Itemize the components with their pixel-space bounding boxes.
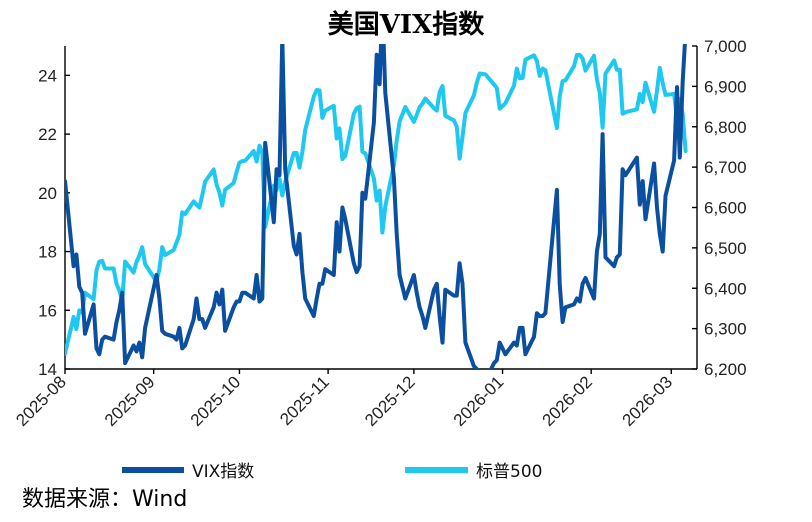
left-y-tick-label: 18 <box>38 243 57 262</box>
legend: VIX指数 标普500 <box>122 462 542 482</box>
x-tick-label: 2025-08 <box>12 372 70 430</box>
right-y-tick-label: 6,900 <box>704 77 747 96</box>
left-y-tick-label: 14 <box>38 360 57 379</box>
x-tick-label: 2025-11 <box>276 372 333 429</box>
right-y-tick-label: 6,500 <box>704 239 747 258</box>
series-layer <box>65 44 688 369</box>
right-y-tick-label: 7,000 <box>704 37 747 56</box>
x-tick-label: 2026-01 <box>450 372 508 430</box>
right-y-tick-label: 6,800 <box>704 118 747 137</box>
right-y-tick-label: 6,300 <box>704 320 747 339</box>
right-y-tick-label: 6,700 <box>704 158 747 177</box>
right-y-tick-label: 6,200 <box>704 360 747 379</box>
series-line-vix <box>65 44 687 369</box>
axes: 14 16 18 20 22 24 6,200 6,300 6,400 6,500 6,600 6,7… <box>12 37 746 430</box>
x-tick-label: 2026-02 <box>538 372 596 430</box>
source-note: 数据来源：Wind <box>22 487 187 512</box>
x-tick-label: 2025-12 <box>361 372 419 430</box>
left-y-tick-label: 22 <box>38 125 57 144</box>
legend-label-vix: VIX指数 <box>192 462 254 482</box>
x-tick-label: 2025-10 <box>187 372 245 430</box>
legend-label-sp500: 标普500 <box>476 462 542 482</box>
right-y-tick-label: 6,400 <box>704 279 747 298</box>
left-y-tick-label: 24 <box>38 66 57 85</box>
chart-title: 美国VIX指数 <box>328 9 486 40</box>
right-y-tick-label: 6,600 <box>704 199 747 218</box>
left-y-tick-label: 20 <box>38 184 57 203</box>
left-y-tick-label: 16 <box>38 301 57 320</box>
x-tick-label: 2025-09 <box>101 372 159 430</box>
x-tick-label: 2026-03 <box>619 372 677 430</box>
